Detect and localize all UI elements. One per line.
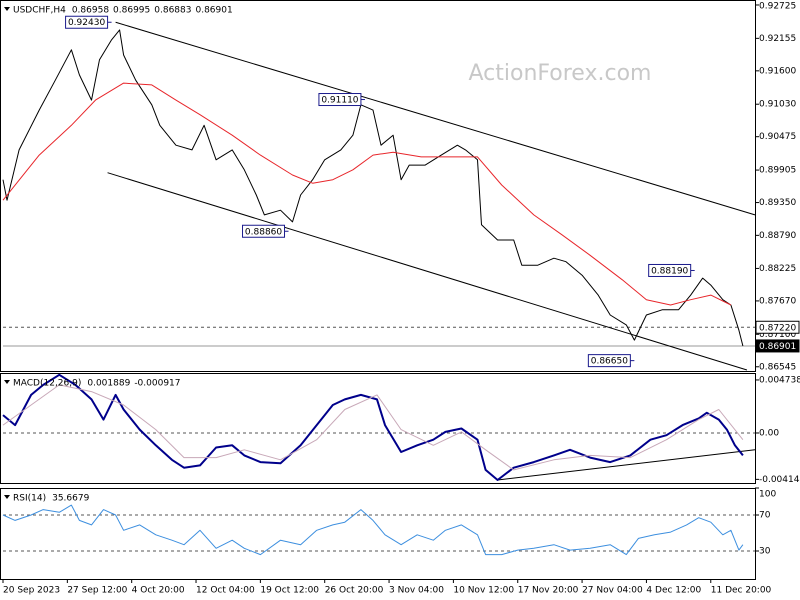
trendline	[115, 21, 756, 216]
header-value: 0.001889	[87, 379, 130, 389]
panel-arrow	[4, 380, 10, 384]
series-line	[2, 373, 744, 481]
panel-frame	[0, 373, 756, 484]
y-tick-label: 0.92155	[759, 34, 796, 44]
level-label: 0.86901	[759, 342, 796, 352]
x-tick-label: 20 Sep 2023	[3, 586, 60, 596]
header-value: 0.86883	[154, 6, 191, 16]
y-tick-label: 0.89350	[759, 198, 796, 208]
annotation-label: 0.88860	[245, 227, 282, 237]
x-tick-label: 17 Nov 20:00	[518, 586, 579, 596]
header-value: 0.86901	[195, 6, 232, 16]
panel-frame	[0, 488, 756, 580]
y-tick-label: 0.87670	[759, 296, 796, 306]
panel-title: MACD(12,26,9)	[13, 379, 81, 389]
trendline	[107, 172, 748, 371]
x-tick-label: 26 Oct 20:00	[325, 586, 384, 596]
panel-title: USDCHF,H4	[13, 6, 66, 16]
series-line	[2, 384, 744, 471]
y-tick-label: 0.88790	[759, 231, 796, 241]
y-tick-label: 0.86545	[759, 362, 796, 372]
header-value: 0.86958	[72, 6, 109, 16]
header-value: 0.86995	[113, 6, 150, 16]
y-tick-label: 0.90475	[759, 132, 796, 142]
y-tick-label: 70	[759, 511, 771, 521]
panel-arrow	[4, 7, 10, 11]
annotation-label: 0.92430	[68, 18, 105, 28]
panel-title: RSI(14)	[13, 494, 46, 504]
annotation-label: 0.86650	[591, 357, 628, 367]
y-tick-label: 0.88225	[759, 264, 796, 274]
y-tick-label: 0.00	[759, 428, 779, 438]
x-tick-label: 12 Oct 04:00	[196, 586, 255, 596]
level-label: 0.87220	[759, 323, 796, 333]
level-box	[755, 320, 800, 334]
panel-frame	[0, 0, 756, 372]
series-line	[2, 82, 732, 306]
y-tick-label: 100	[759, 490, 776, 500]
series-line	[2, 504, 744, 556]
y-tick-label: 30	[759, 547, 771, 557]
y-tick-label: -0.004144	[759, 475, 800, 485]
x-tick-label: 4 Dec 12:00	[646, 586, 701, 596]
header-value: 35.6679	[52, 494, 89, 504]
series-line	[2, 29, 744, 347]
y-tick-label: 0.92725	[759, 2, 796, 12]
annotation-label: 0.91110	[321, 96, 358, 106]
x-tick-label: 19 Oct 12:00	[260, 586, 319, 596]
x-tick-label: 10 Nov 12:00	[453, 586, 514, 596]
x-tick-label: 27 Nov 04:00	[582, 586, 643, 596]
y-tick-label: 0.91600	[759, 66, 796, 76]
annotation-label: 0.88190	[651, 266, 688, 276]
trendline	[497, 449, 756, 481]
y-tick-label: 0.91030	[759, 100, 796, 110]
x-tick-label: 27 Sep 12:00	[67, 586, 127, 596]
y-tick-label: 0.89905	[759, 166, 796, 176]
watermark: ActionForex.com	[469, 61, 652, 86]
x-tick-label: 3 Nov 04:00	[389, 586, 444, 596]
y-tick-label: 0.87100	[759, 330, 796, 340]
panel-arrow	[4, 495, 10, 499]
x-tick-label: 4 Oct 20:00	[132, 586, 185, 596]
x-tick-label: 11 Dec 20:00	[711, 586, 772, 596]
y-tick-label: 0.004738	[759, 375, 800, 385]
level-box	[755, 339, 800, 353]
header-value: -0.000917	[134, 379, 180, 389]
